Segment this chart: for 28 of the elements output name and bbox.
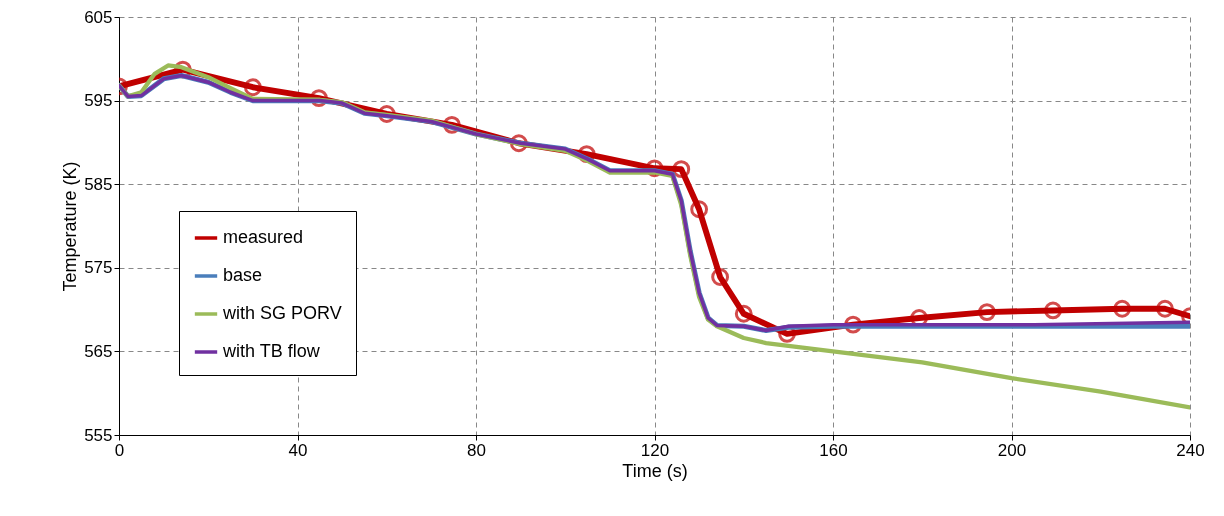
point	[1044, 301, 1062, 320]
y-tick-label: 575	[84, 258, 113, 278]
x-axis-title: Time (s)	[622, 460, 688, 481]
x-tick-label: 40	[288, 440, 308, 460]
y-tick-label: 585	[84, 174, 113, 194]
legend-label: with SG PORV	[222, 303, 342, 323]
y-tick-label: 605	[84, 7, 113, 27]
y-tick-label: 595	[84, 91, 113, 111]
point	[734, 304, 753, 323]
y-tick-label: 555	[84, 425, 113, 445]
point	[978, 303, 996, 322]
legend-label: with TB flow	[222, 341, 321, 361]
x-tick-label: 160	[819, 440, 848, 460]
x-tick-label: 200	[997, 440, 1027, 460]
legend-label: base	[223, 265, 263, 285]
point	[1156, 299, 1174, 318]
y-tick-label: 565	[84, 341, 113, 361]
x-tick-label: 240	[1176, 440, 1205, 460]
legend-label: measured	[223, 227, 304, 247]
point	[711, 268, 730, 286]
point	[1113, 299, 1132, 318]
x-tick-label: 120	[640, 440, 670, 460]
point	[243, 78, 262, 97]
point	[690, 200, 709, 219]
x-tick-label: 0	[114, 440, 125, 460]
y-axis-title: Temperature (K)	[60, 161, 81, 292]
x-tick-label: 80	[467, 440, 486, 460]
point	[672, 160, 691, 179]
